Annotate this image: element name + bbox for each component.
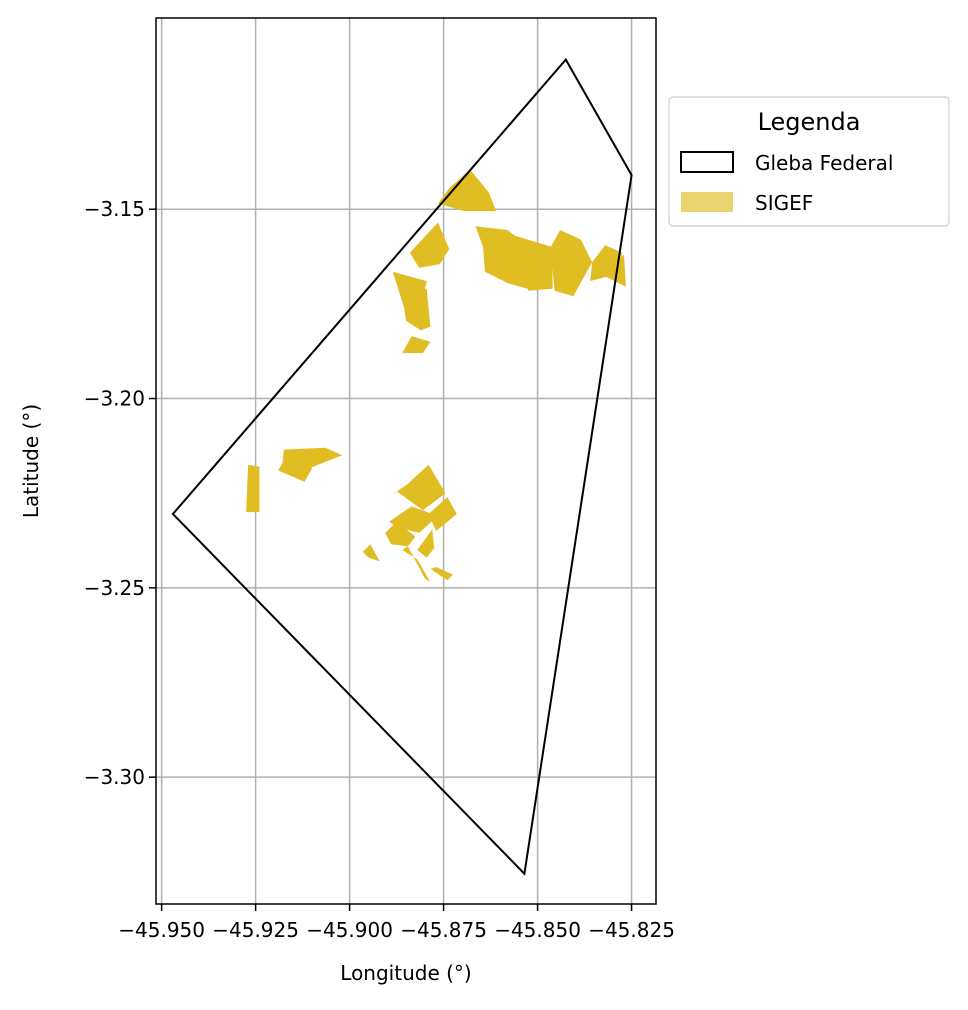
y-tick-label: −3.30 <box>84 765 145 789</box>
x-tick-label: −45.825 <box>588 918 675 942</box>
sigef-parcel <box>362 544 380 562</box>
sigef-parcel <box>409 222 450 268</box>
sigef-parcel <box>428 497 457 531</box>
sigef-parcel <box>438 169 497 212</box>
y-tick-label: −3.25 <box>84 576 145 600</box>
y-axis-label: Latitude (°) <box>19 404 43 518</box>
y-tick-label: −3.20 <box>84 387 145 411</box>
sigef-parcel <box>402 546 431 583</box>
x-tick-label: −45.850 <box>494 918 581 942</box>
sigef-parcel <box>278 449 312 482</box>
legend-swatch-gleba-federal <box>680 151 734 173</box>
x-tick-label: −45.900 <box>306 918 393 942</box>
sigef-parcel <box>550 230 593 297</box>
legend-label-gleba-federal: Gleba Federal <box>755 151 893 175</box>
sigef-parcel <box>430 567 453 581</box>
sigef-parcel <box>402 336 431 354</box>
plot-frame <box>155 17 657 905</box>
legend-label-sigef: SIGEF <box>755 191 813 215</box>
legend-swatch-sigef <box>681 192 733 212</box>
sigef-parcel <box>475 226 534 291</box>
sigef-parcel <box>515 235 553 291</box>
legend: Legenda Gleba Federal SIGEF <box>668 96 950 227</box>
sigef-parcel <box>417 529 435 558</box>
x-axis-label: Longitude (°) <box>340 961 471 985</box>
sigef-parcel <box>385 521 416 547</box>
sigef-parcels <box>246 169 626 583</box>
x-tick-label: −45.925 <box>212 918 299 942</box>
y-tick-label: −3.15 <box>84 197 145 221</box>
grid-lines <box>156 18 656 904</box>
sigef-parcel <box>603 254 626 287</box>
x-tick-label: −45.950 <box>118 918 205 942</box>
legend-box <box>668 96 950 227</box>
axis-ticks: −45.950 −45.925 −45.900 −45.875 −45.850 −45.8… <box>84 197 675 942</box>
sigef-parcel <box>389 464 446 511</box>
legend-title: Legenda <box>758 108 861 136</box>
sigef-parcel <box>402 288 431 331</box>
x-tick-label: −45.875 <box>400 918 487 942</box>
gleba-federal-boundary <box>171 57 633 876</box>
gleba-federal-polygon <box>171 57 633 876</box>
sigef-parcel <box>246 464 260 513</box>
